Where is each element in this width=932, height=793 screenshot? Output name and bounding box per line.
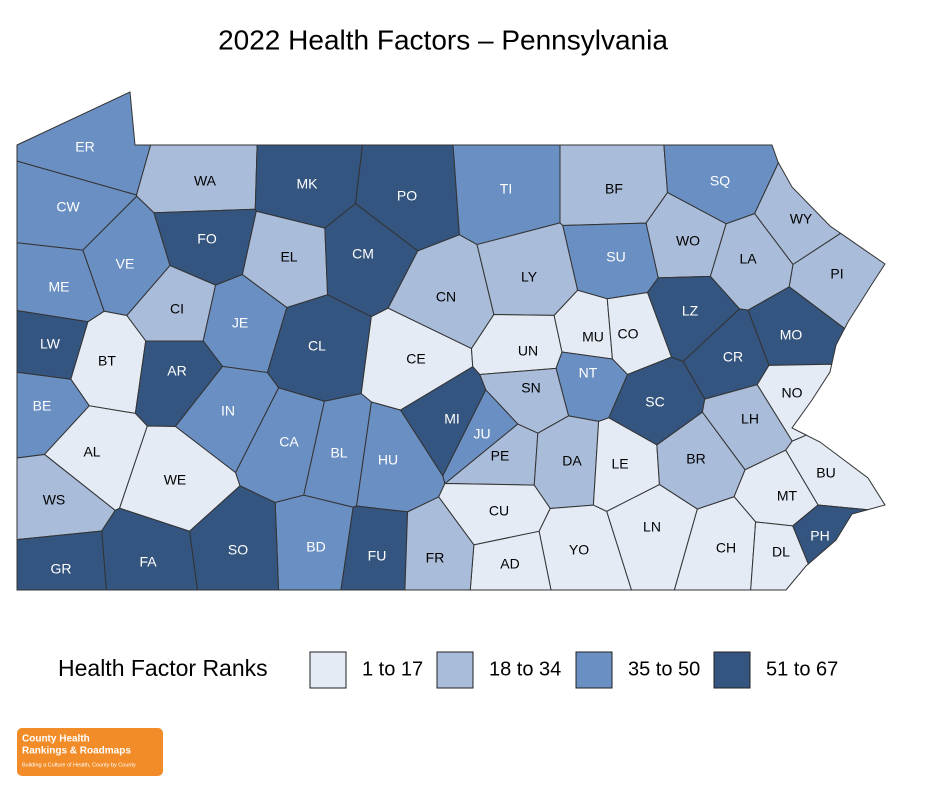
county-label: CI [170, 301, 184, 317]
map-title: 2022 Health Factors – Pennsylvania [218, 24, 668, 55]
county-label: SN [521, 380, 540, 396]
county-label: UN [518, 343, 538, 359]
county-label: MT [777, 488, 798, 504]
county-label: SQ [710, 173, 730, 189]
county-label: MU [582, 329, 604, 345]
county-label: PO [397, 188, 417, 204]
legend: 1 to 17 18 to 34 35 to 50 51 to 67 [309, 651, 838, 689]
county-label: FR [426, 550, 445, 566]
county-label: LZ [682, 303, 699, 319]
county-label: WY [790, 211, 813, 227]
county-label: GR [51, 561, 72, 577]
county-label: DL [772, 544, 790, 560]
county-label: SC [645, 394, 664, 410]
county-label: FU [368, 548, 387, 564]
county-label: AR [167, 363, 186, 379]
county-label: AD [500, 556, 519, 572]
county-label: WS [43, 492, 66, 508]
county [189, 485, 280, 591]
county-label: JU [473, 426, 490, 442]
county-label: PH [810, 528, 829, 544]
legend-swatch [713, 651, 751, 689]
county-label: CL [308, 338, 326, 354]
county-label: PE [491, 448, 510, 464]
county-label: CH [716, 540, 736, 556]
county-label: NT [579, 365, 598, 381]
county-label: WO [676, 233, 700, 249]
legend-label: 1 to 17 [362, 658, 423, 680]
county-label: JE [232, 315, 248, 331]
county-label: LW [40, 336, 61, 352]
county-label: MI [444, 411, 460, 427]
legend-swatch [309, 651, 347, 689]
county-label: LY [521, 269, 538, 285]
county-label: ER [75, 139, 94, 155]
county-label: IN [221, 403, 235, 419]
legend-swatch [575, 651, 613, 689]
county-label: BD [306, 539, 325, 555]
county-label: WA [194, 173, 217, 189]
county-label: AL [83, 444, 100, 460]
county-label: NO [782, 385, 803, 401]
county [16, 530, 107, 591]
county-label: CU [489, 503, 509, 519]
county [750, 521, 809, 591]
county-label: CM [352, 246, 374, 262]
county-label: CA [279, 434, 299, 450]
county-label: LH [741, 411, 759, 427]
county-label: BT [98, 353, 116, 369]
label-layer: ER CW WA MK PO TI BF SQ WY FO VE EL CM WO SU LA PI ME CI JE… [33, 139, 844, 577]
county-label: BE [33, 398, 52, 414]
county-label: LE [611, 456, 628, 472]
county-label: SU [606, 249, 625, 265]
legend-label: 51 to 67 [766, 658, 838, 680]
county-label: PI [830, 266, 843, 282]
county-label: BF [605, 181, 623, 197]
county-label: VE [116, 256, 135, 272]
county-label: CR [723, 349, 743, 365]
logo-tagline: Building a Culture of Health, County by … [22, 762, 136, 768]
legend-label: 35 to 50 [628, 658, 700, 680]
county-label: BL [330, 445, 347, 461]
county-label: FO [197, 231, 217, 247]
county-label: YO [569, 542, 589, 558]
county-label: WE [164, 472, 187, 488]
logo-line: Rankings & Roadmaps [22, 746, 131, 757]
county-label: MK [297, 176, 319, 192]
county-label: HU [378, 452, 398, 468]
county-label: SO [228, 542, 248, 558]
legend-title: Health Factor Ranks [58, 655, 268, 681]
county-label: DA [562, 453, 582, 469]
legend-label: 18 to 34 [489, 658, 561, 680]
legend-swatch [436, 651, 474, 689]
county-label: MO [780, 327, 803, 343]
county-label: FA [139, 554, 157, 570]
county-label: ME [49, 279, 70, 295]
county-label: CW [56, 199, 80, 215]
county-label: CE [406, 351, 425, 367]
county [404, 496, 475, 591]
logo-box [17, 728, 163, 776]
logo-line: County Health [22, 734, 90, 745]
county-label: LA [739, 251, 757, 267]
county-label: LN [643, 519, 661, 535]
county-label: CO [618, 326, 639, 342]
county-label: EL [280, 249, 297, 265]
county-layer [16, 91, 886, 591]
county-label: BR [686, 451, 705, 467]
county-label: BU [816, 465, 835, 481]
county-label: CN [436, 289, 456, 305]
county-label: TI [500, 181, 512, 197]
